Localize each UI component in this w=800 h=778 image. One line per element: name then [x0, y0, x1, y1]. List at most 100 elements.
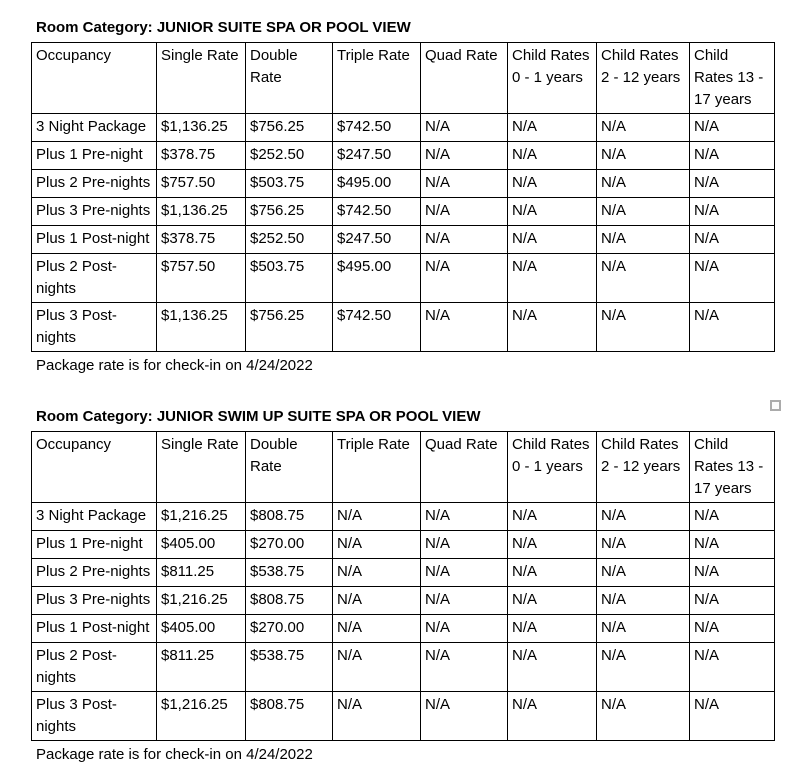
quad-rate-cell: N/A: [420, 225, 508, 254]
double-rate-cell: $808.75: [245, 502, 333, 531]
column-header-cell: Triple Rate: [332, 42, 421, 114]
occupancy-cell: Plus 1 Post-night: [31, 614, 157, 643]
single-rate-cell: $1,136.25: [156, 113, 246, 142]
section-title: Room Category: JUNIOR SWIM UP SUITE SPA …: [36, 408, 481, 425]
child-rate-0-1-cell: N/A: [507, 197, 597, 226]
triple-rate-cell: $247.50: [332, 141, 421, 170]
triple-rate-cell: $742.50: [332, 302, 421, 352]
child-rate-2-12-cell: N/A: [596, 113, 690, 142]
rate-table-row: Plus 2 Pre-nights $811.25 $538.75 N/A N/…: [31, 558, 775, 587]
single-rate-cell: $1,136.25: [156, 302, 246, 352]
child-rate-2-12-cell: N/A: [596, 586, 690, 615]
double-rate-cell: $756.25: [245, 113, 333, 142]
triple-rate-cell: $495.00: [332, 169, 421, 198]
rate-table-row: Plus 2 Post-nights $811.25 $538.75 N/A N…: [31, 642, 775, 692]
child-rate-2-12-cell: N/A: [596, 141, 690, 170]
triple-rate-cell: N/A: [332, 586, 421, 615]
column-header-cell: Occupancy: [31, 431, 157, 503]
double-rate-cell: $252.50: [245, 141, 333, 170]
quad-rate-cell: N/A: [420, 642, 508, 692]
column-header-cell: Child Rates 2 - 12 years: [596, 431, 690, 503]
rate-table-row: Plus 3 Post-nights $1,136.25 $756.25 $74…: [31, 302, 775, 352]
double-rate-cell: $252.50: [245, 225, 333, 254]
occupancy-cell: Plus 2 Pre-nights: [31, 169, 157, 198]
quad-rate-cell: N/A: [420, 586, 508, 615]
quad-rate-cell: N/A: [420, 502, 508, 531]
child-rate-13-17-cell: N/A: [689, 113, 775, 142]
rate-table-row: Plus 1 Post-night $378.75 $252.50 $247.5…: [31, 225, 775, 254]
rate-table-row: Plus 3 Pre-nights $1,136.25 $756.25 $742…: [31, 197, 775, 226]
occupancy-cell: Plus 1 Post-night: [31, 225, 157, 254]
single-rate-cell: $757.50: [156, 253, 246, 303]
triple-rate-cell: N/A: [332, 502, 421, 531]
quad-rate-cell: N/A: [420, 302, 508, 352]
header-row: Occupancy Single Rate Double Rate Triple…: [31, 431, 775, 503]
quad-rate-cell: N/A: [420, 614, 508, 643]
child-rate-2-12-cell: N/A: [596, 642, 690, 692]
header-row: Occupancy Single Rate Double Rate Triple…: [31, 42, 775, 114]
quad-rate-cell: N/A: [420, 169, 508, 198]
double-rate-cell: $538.75: [245, 642, 333, 692]
object-handle-icon[interactable]: [770, 400, 781, 411]
quad-rate-cell: N/A: [420, 113, 508, 142]
single-rate-cell: $1,216.25: [156, 502, 246, 531]
column-header-cell: Occupancy: [31, 42, 157, 114]
double-rate-cell: $270.00: [245, 530, 333, 559]
quad-rate-cell: N/A: [420, 141, 508, 170]
occupancy-cell: Plus 3 Post-nights: [31, 302, 157, 352]
occupancy-cell: Plus 3 Pre-nights: [31, 586, 157, 615]
section-title: Room Category: JUNIOR SUITE SPA OR POOL …: [36, 19, 411, 36]
double-rate-cell: $538.75: [245, 558, 333, 587]
quad-rate-cell: N/A: [420, 253, 508, 303]
child-rate-0-1-cell: N/A: [507, 642, 597, 692]
column-header-cell: Quad Rate: [420, 42, 508, 114]
child-rate-0-1-cell: N/A: [507, 169, 597, 198]
column-header-cell: Triple Rate: [332, 431, 421, 503]
double-rate-cell: $503.75: [245, 169, 333, 198]
child-rate-0-1-cell: N/A: [507, 530, 597, 559]
occupancy-cell: Plus 3 Post-nights: [31, 691, 157, 741]
rate-table-row: Plus 1 Pre-night $405.00 $270.00 N/A N/A…: [31, 530, 775, 559]
double-rate-cell: $270.00: [245, 614, 333, 643]
child-rate-13-17-cell: N/A: [689, 502, 775, 531]
package-rate-footnote: Package rate is for check-in on 4/24/202…: [36, 746, 313, 763]
quad-rate-cell: N/A: [420, 197, 508, 226]
child-rate-0-1-cell: N/A: [507, 302, 597, 352]
rate-table-row: Plus 2 Pre-nights $757.50 $503.75 $495.0…: [31, 169, 775, 198]
occupancy-cell: Plus 1 Pre-night: [31, 141, 157, 170]
child-rate-0-1-cell: N/A: [507, 558, 597, 587]
single-rate-cell: $811.25: [156, 558, 246, 587]
column-header-cell: Child Rates 2 - 12 years: [596, 42, 690, 114]
column-header-cell: Double Rate: [245, 431, 333, 503]
occupancy-cell: Plus 2 Pre-nights: [31, 558, 157, 587]
document-content: Room Category: JUNIOR SUITE SPA OR POOL …: [31, 0, 775, 766]
occupancy-cell: Plus 2 Post-nights: [31, 642, 157, 692]
triple-rate-cell: N/A: [332, 642, 421, 692]
occupancy-cell: Plus 3 Pre-nights: [31, 197, 157, 226]
single-rate-cell: $811.25: [156, 642, 246, 692]
column-header-cell: Child Rates 0 - 1 years: [507, 431, 597, 503]
child-rate-2-12-cell: N/A: [596, 558, 690, 587]
single-rate-cell: $1,136.25: [156, 197, 246, 226]
column-header-cell: Child Rates 0 - 1 years: [507, 42, 597, 114]
child-rate-2-12-cell: N/A: [596, 169, 690, 198]
child-rate-0-1-cell: N/A: [507, 141, 597, 170]
rates-table: Occupancy Single Rate Double Rate Triple…: [31, 431, 775, 741]
rate-table-row: Plus 2 Post-nights $757.50 $503.75 $495.…: [31, 253, 775, 303]
rate-table-row: Plus 1 Post-night $405.00 $270.00 N/A N/…: [31, 614, 775, 643]
triple-rate-cell: $742.50: [332, 197, 421, 226]
child-rate-0-1-cell: N/A: [507, 113, 597, 142]
single-rate-cell: $757.50: [156, 169, 246, 198]
single-rate-cell: $1,216.25: [156, 691, 246, 741]
child-rate-13-17-cell: N/A: [689, 302, 775, 352]
rates-table-head: Occupancy Single Rate Double Rate Triple…: [31, 42, 775, 114]
child-rate-2-12-cell: N/A: [596, 225, 690, 254]
triple-rate-cell: N/A: [332, 614, 421, 643]
occupancy-cell: Plus 1 Pre-night: [31, 530, 157, 559]
child-rate-0-1-cell: N/A: [507, 225, 597, 254]
child-rate-2-12-cell: N/A: [596, 691, 690, 741]
rates-table-body: 3 Night Package $1,216.25 $808.75 N/A N/…: [31, 502, 775, 741]
triple-rate-cell: N/A: [332, 691, 421, 741]
triple-rate-cell: $247.50: [332, 225, 421, 254]
child-rate-13-17-cell: N/A: [689, 530, 775, 559]
